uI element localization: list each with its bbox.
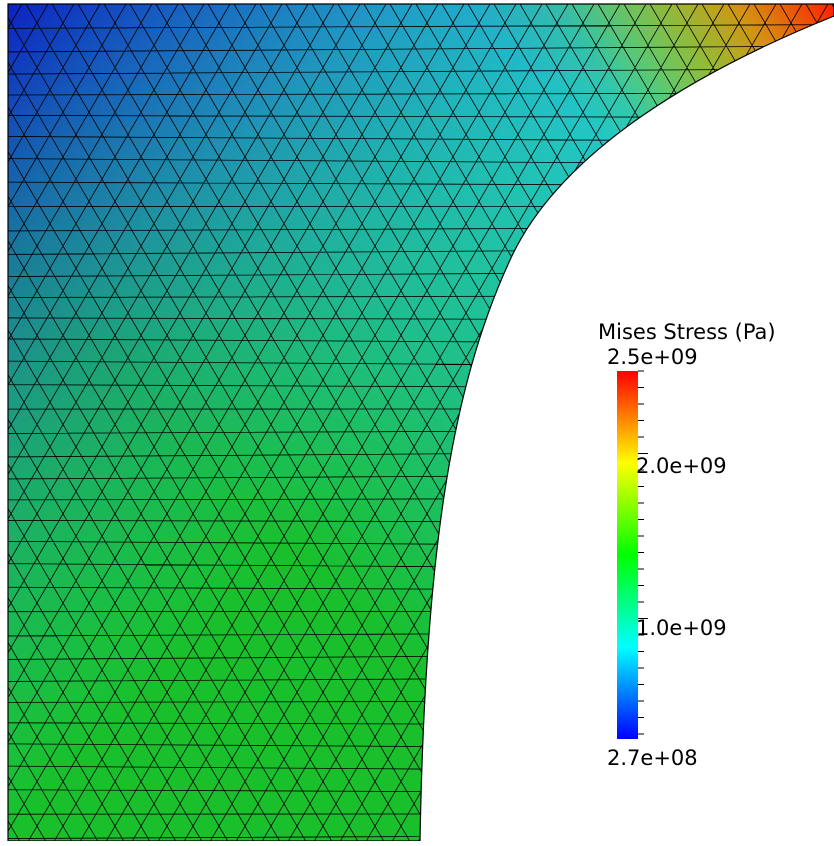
- color-bar-ticks: [638, 370, 648, 735]
- body-outline: [7, 3, 834, 842]
- legend-min-label: 2.7e+08: [607, 746, 698, 770]
- color-legend: Mises Stress (Pa) 2.5e+09 2.0e+09 1.0e+0…: [598, 320, 776, 770]
- legend-title: Mises Stress (Pa): [598, 320, 776, 344]
- legend-label-2e9: 2.0e+09: [636, 454, 727, 478]
- legend-max-label: 2.5e+09: [607, 345, 698, 369]
- legend-label-1e9: 1.0e+09: [636, 616, 727, 640]
- mesh-body: [7, 3, 834, 842]
- high-stress-region: [8, 4, 834, 841]
- color-bar: [617, 371, 638, 739]
